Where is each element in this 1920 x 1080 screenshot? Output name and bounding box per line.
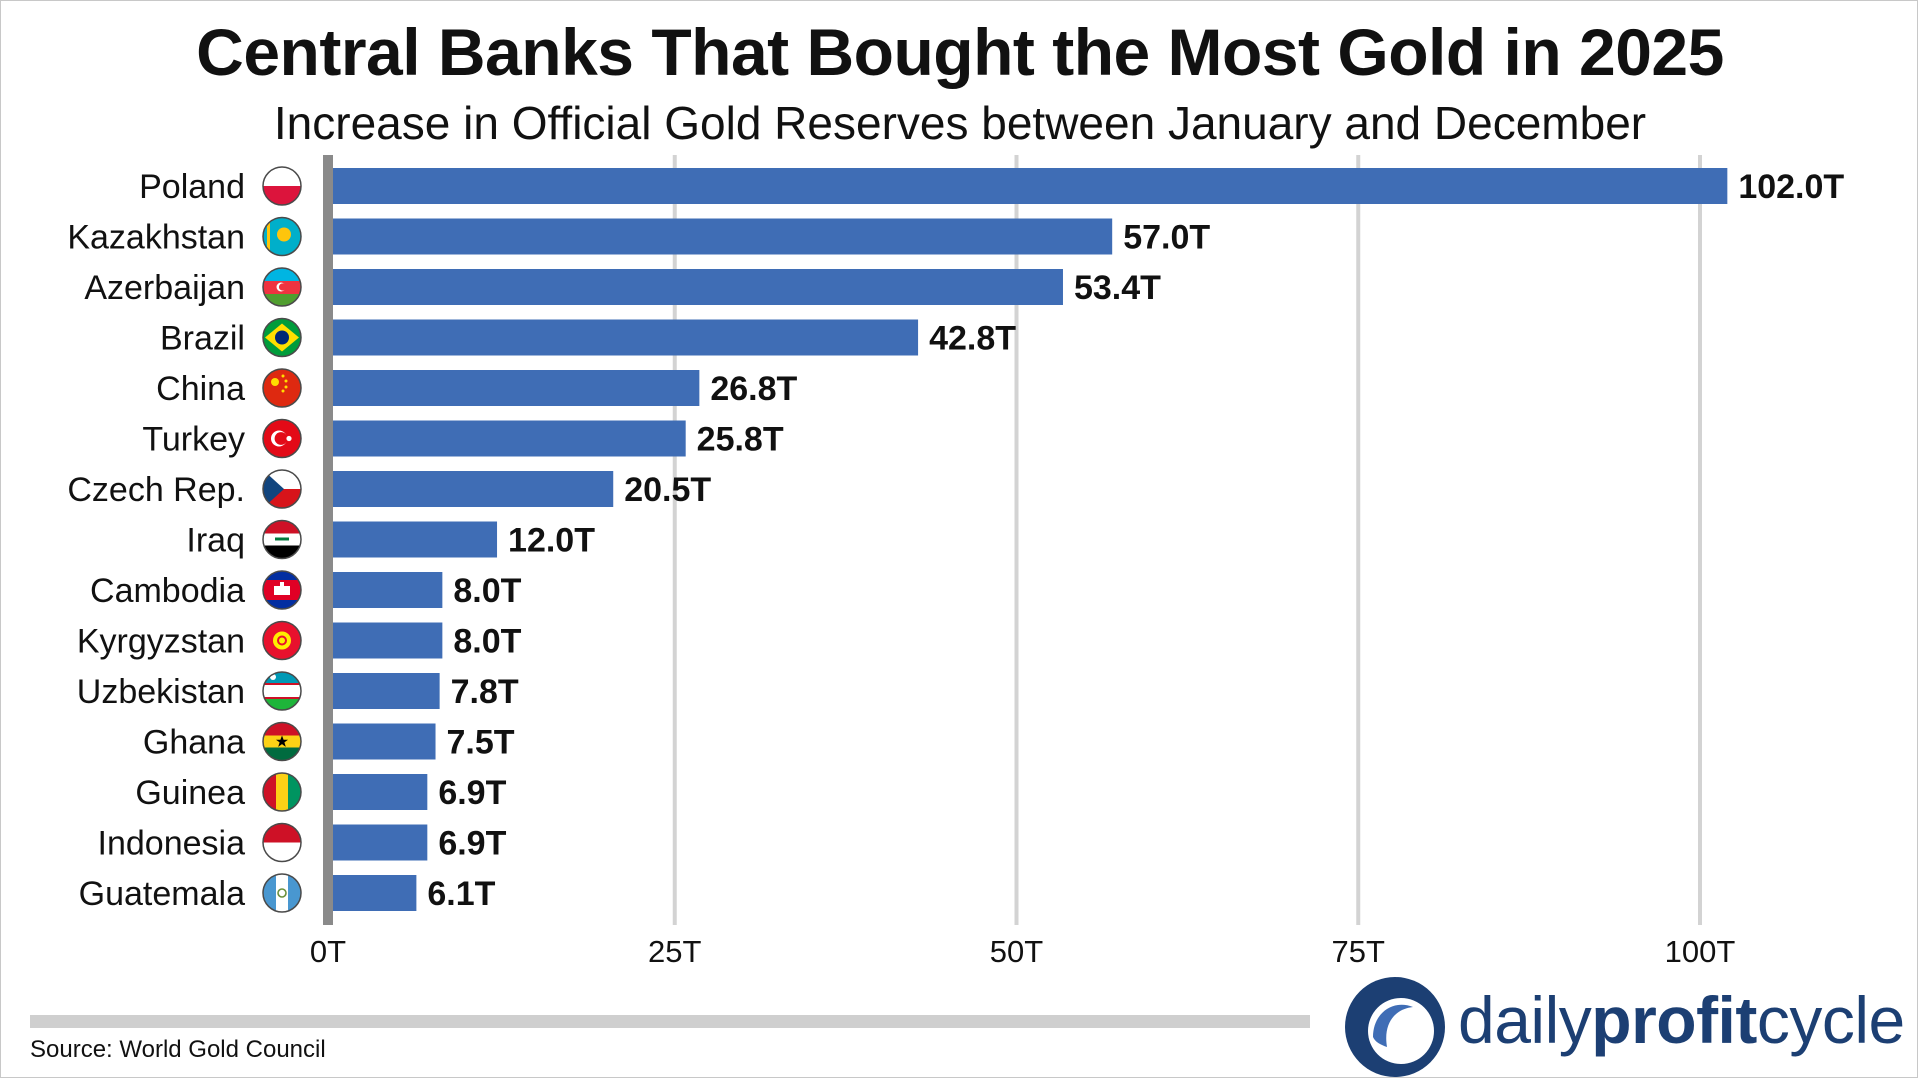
value-label: 8.0T [453, 623, 521, 661]
category-label: Poland [139, 168, 245, 206]
value-label: 25.8T [697, 421, 784, 459]
category-labels: Poland Kazakhstan Azerbaijan Brazil China Tur… [67, 168, 245, 913]
turkey-flag-icon [262, 418, 302, 459]
value-label: 7.5T [447, 724, 515, 762]
value-label: 7.8T [451, 673, 519, 711]
brand-word-daily: daily [1458, 983, 1592, 1057]
y-axis-line [323, 155, 333, 925]
category-label: Brazil [160, 320, 245, 358]
value-label: 6.9T [438, 825, 506, 863]
value-label: 6.1T [427, 875, 495, 913]
value-label: 53.4T [1074, 269, 1161, 307]
category-label: Cambodia [90, 572, 245, 610]
value-label: 26.8T [710, 370, 797, 408]
x-tick-label: 50T [990, 934, 1043, 969]
brand-word-profit: profit [1591, 983, 1757, 1057]
source-note: Source: World Gold Council [30, 1036, 326, 1063]
category-label: Turkey [142, 421, 245, 459]
category-label: Czech Rep. [67, 471, 245, 509]
indonesia-flag-icon [262, 822, 302, 863]
x-tick-label: 75T [1332, 934, 1385, 969]
brazil-flag-icon [262, 317, 302, 358]
brand-logo-text: dailyprofitcycle [1458, 982, 1905, 1058]
value-label: 20.5T [624, 471, 711, 509]
value-label: 12.0T [508, 522, 595, 560]
czech-flag-icon [262, 469, 302, 509]
poland-flag-icon [262, 166, 302, 206]
category-label: Indonesia [98, 825, 246, 863]
x-tick-label: 25T [648, 934, 701, 969]
value-label: 6.9T [438, 774, 506, 812]
bar [333, 723, 436, 760]
value-label: 57.0T [1123, 219, 1210, 257]
category-label: China [156, 370, 245, 408]
bars [333, 168, 1728, 911]
bar [333, 875, 417, 911]
value-label: 102.0T [1738, 168, 1844, 206]
guatemala-flag-icon [262, 873, 302, 913]
bar [333, 824, 428, 861]
value-label: 8.0T [453, 572, 521, 610]
china-flag-icon [262, 368, 302, 408]
bar [333, 471, 614, 507]
category-label: Guatemala [79, 875, 245, 913]
category-label: Iraq [186, 522, 245, 560]
brand-word-cycle: cycle [1756, 983, 1905, 1057]
category-label: Azerbaijan [84, 269, 245, 307]
flag-icons [262, 166, 302, 913]
bar [333, 370, 700, 406]
x-tick-label: 0T [310, 934, 346, 969]
bar-chart: Poland Kazakhstan Azerbaijan Brazil China Tur… [67, 155, 1844, 969]
iraq-flag-icon [262, 519, 302, 560]
logo-icon [1345, 977, 1445, 1077]
bar [333, 168, 1728, 204]
guinea-flag-icon [262, 772, 302, 812]
uzbekistan-flag-icon [262, 671, 302, 711]
cambodia-flag-icon [262, 570, 302, 610]
ghana-flag-icon [262, 721, 302, 762]
chart-subtitle: Increase in Official Gold Reserves betwe… [273, 97, 1647, 149]
x-tick-label: 100T [1665, 934, 1736, 969]
value-labels: 102.0T 57.0T 53.4T 42.8T 26.8T 25.8T 20.5T 12.0… [427, 168, 1844, 913]
kazakhstan-flag-icon [262, 216, 302, 257]
bar [333, 218, 1113, 255]
category-label: Uzbekistan [77, 673, 245, 711]
source-rule [30, 1015, 1310, 1028]
value-label: 42.8T [929, 320, 1016, 358]
bar [333, 622, 443, 659]
azerbaijan-flag-icon [262, 267, 302, 307]
category-label: Kyrgyzstan [77, 623, 245, 661]
bar [333, 319, 919, 356]
bar [333, 269, 1063, 305]
bar [333, 420, 686, 457]
bar [333, 774, 428, 810]
category-label: Ghana [143, 724, 245, 762]
kyrgyzstan-flag-icon [262, 620, 302, 661]
chart-title: Central Banks That Bought the Most Gold … [196, 15, 1724, 89]
category-label: Guinea [135, 774, 245, 812]
bar [333, 572, 443, 608]
category-label: Kazakhstan [67, 219, 245, 257]
bar [333, 521, 498, 558]
bar [333, 673, 440, 709]
x-tick-labels: 0T 25T 50T 75T 100T [310, 934, 1735, 969]
